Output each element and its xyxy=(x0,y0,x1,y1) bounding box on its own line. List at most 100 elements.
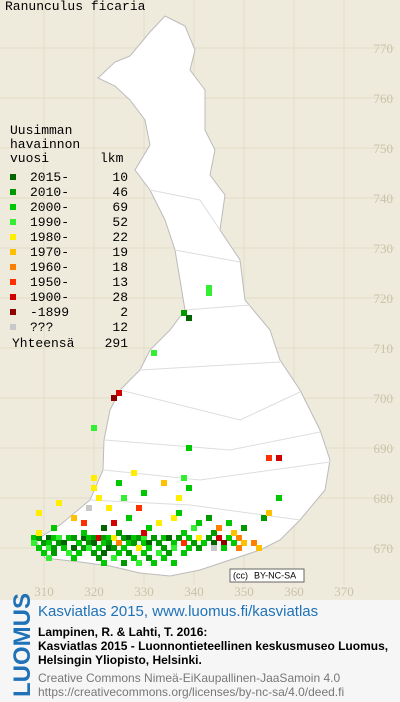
occurrence-cell xyxy=(171,545,177,551)
legend-label: 1950- xyxy=(30,275,69,290)
occurrence-cell xyxy=(226,535,232,541)
y-tick-label: 700 xyxy=(374,391,394,406)
occurrence-cell xyxy=(171,560,177,566)
occurrence-cell xyxy=(51,545,57,551)
badge-text: BY-NC-SA xyxy=(254,570,296,580)
occurrence-cell xyxy=(221,540,227,546)
brand: LUOMUS xyxy=(9,593,36,697)
license[interactable]: https://creativecommons.org/licenses/by-… xyxy=(38,685,344,699)
occurrence-cell xyxy=(196,545,202,551)
legend-label: 1970- xyxy=(30,245,69,260)
occurrence-cell xyxy=(186,315,192,321)
citation: Kasviatlas 2015 - Luonnontieteellinen ke… xyxy=(38,639,388,653)
y-tick-label: 680 xyxy=(374,491,394,506)
occurrence-cell xyxy=(156,520,162,526)
region-borders xyxy=(89,189,331,521)
occurrence-cell xyxy=(236,545,242,551)
citation: Lampinen, R. & Lahti, T. 2016: xyxy=(38,625,207,639)
legend-count: 46 xyxy=(112,185,128,200)
occurrence-cell xyxy=(241,540,247,546)
occurrence-cell xyxy=(146,525,152,531)
occurrence-cell xyxy=(151,350,157,356)
link[interactable]: Kasviatlas 2015, www.luomus.fi/kasviatla… xyxy=(38,603,318,620)
y-tick-label: 670 xyxy=(374,541,394,556)
occurrence-cell xyxy=(261,515,267,521)
occurrence-cell xyxy=(266,455,272,461)
occurrence-cell xyxy=(141,490,147,496)
y-tick-label: 750 xyxy=(374,141,394,156)
occurrence-cell xyxy=(56,500,62,506)
occurrence-cell xyxy=(121,535,127,541)
occurrence-cell xyxy=(101,560,107,566)
legend-label: 2010- xyxy=(30,185,69,200)
occurrence-cell xyxy=(186,445,192,451)
occurrence-cell xyxy=(131,540,137,546)
x-tick-label: 310 xyxy=(34,584,54,599)
occurrence-cell xyxy=(136,560,142,566)
occurrence-cell xyxy=(196,520,202,526)
occurrence-cell xyxy=(161,480,167,486)
occurrence-cell xyxy=(206,535,212,541)
y-tick-label: 760 xyxy=(374,91,394,106)
occurrence-cell xyxy=(46,545,52,551)
occurrence-cell xyxy=(116,480,122,486)
occurrence-cell xyxy=(141,540,147,546)
occurrence-cell xyxy=(36,510,42,516)
y-tick-label: 710 xyxy=(374,341,394,356)
occurrence-cell xyxy=(46,555,52,561)
occurrence-cell xyxy=(51,535,57,541)
legend-count: 19 xyxy=(112,245,128,260)
legend-swatch xyxy=(10,204,16,210)
occurrence-cell xyxy=(81,520,87,526)
occurrence-cell xyxy=(231,540,237,546)
y-tick-label: 720 xyxy=(374,291,394,306)
occurrence-cell xyxy=(206,290,212,296)
occurrence-cell xyxy=(106,535,112,541)
legend-header: havainnon xyxy=(10,137,80,152)
occurrence-cell xyxy=(191,525,197,531)
occurrence-cell xyxy=(56,540,62,546)
occurrence-cell xyxy=(116,550,122,556)
occurrence-cell xyxy=(71,555,77,561)
occurrence-cell xyxy=(116,540,122,546)
occurrence-cell xyxy=(131,535,137,541)
occurrence-cell xyxy=(166,550,172,556)
occurrence-cell xyxy=(91,425,97,431)
occurrence-cell xyxy=(241,525,247,531)
occurrence-cell xyxy=(136,505,142,511)
occurrence-cell xyxy=(66,535,72,541)
x-tick-label: 360 xyxy=(284,584,304,599)
occurrence-cell xyxy=(121,495,127,501)
occurrence-cell xyxy=(181,475,187,481)
y-tick-label: 690 xyxy=(374,441,394,456)
x-tick-label: 330 xyxy=(134,584,154,599)
occurrence-cell xyxy=(146,540,152,546)
occurrence-cell xyxy=(91,485,97,491)
occurrence-cell xyxy=(176,510,182,516)
occurrence-cell xyxy=(96,495,102,501)
occurrence-cell xyxy=(121,545,127,551)
occurrence-cell xyxy=(71,515,77,521)
occurrence-cell xyxy=(186,485,192,491)
legend-total: 291 xyxy=(105,336,129,351)
occurrence-cell xyxy=(106,505,112,511)
occurrence-cell xyxy=(186,545,192,551)
occurrence-cell xyxy=(111,535,117,541)
occurrence-cell xyxy=(91,550,97,556)
occurrence-cell xyxy=(101,525,107,531)
occurrence-cell xyxy=(141,535,147,541)
legend-total-label: Yhteensä xyxy=(12,336,75,351)
occurrence-cell xyxy=(151,535,157,541)
legend-label: 2015- xyxy=(30,170,69,185)
occurrence-cell xyxy=(116,530,122,536)
x-tick-label: 340 xyxy=(184,584,204,599)
title: Ranunculus ficaria xyxy=(5,0,146,14)
occurrence-cell xyxy=(156,550,162,556)
legend-swatch xyxy=(10,324,16,330)
occurrence-cell xyxy=(176,535,182,541)
occurrence-cell xyxy=(216,525,222,531)
occurrence-cell xyxy=(211,540,217,546)
occurrence-cell xyxy=(126,550,132,556)
occurrence-cell xyxy=(111,555,117,561)
legend-header: vuosi xyxy=(10,151,49,166)
